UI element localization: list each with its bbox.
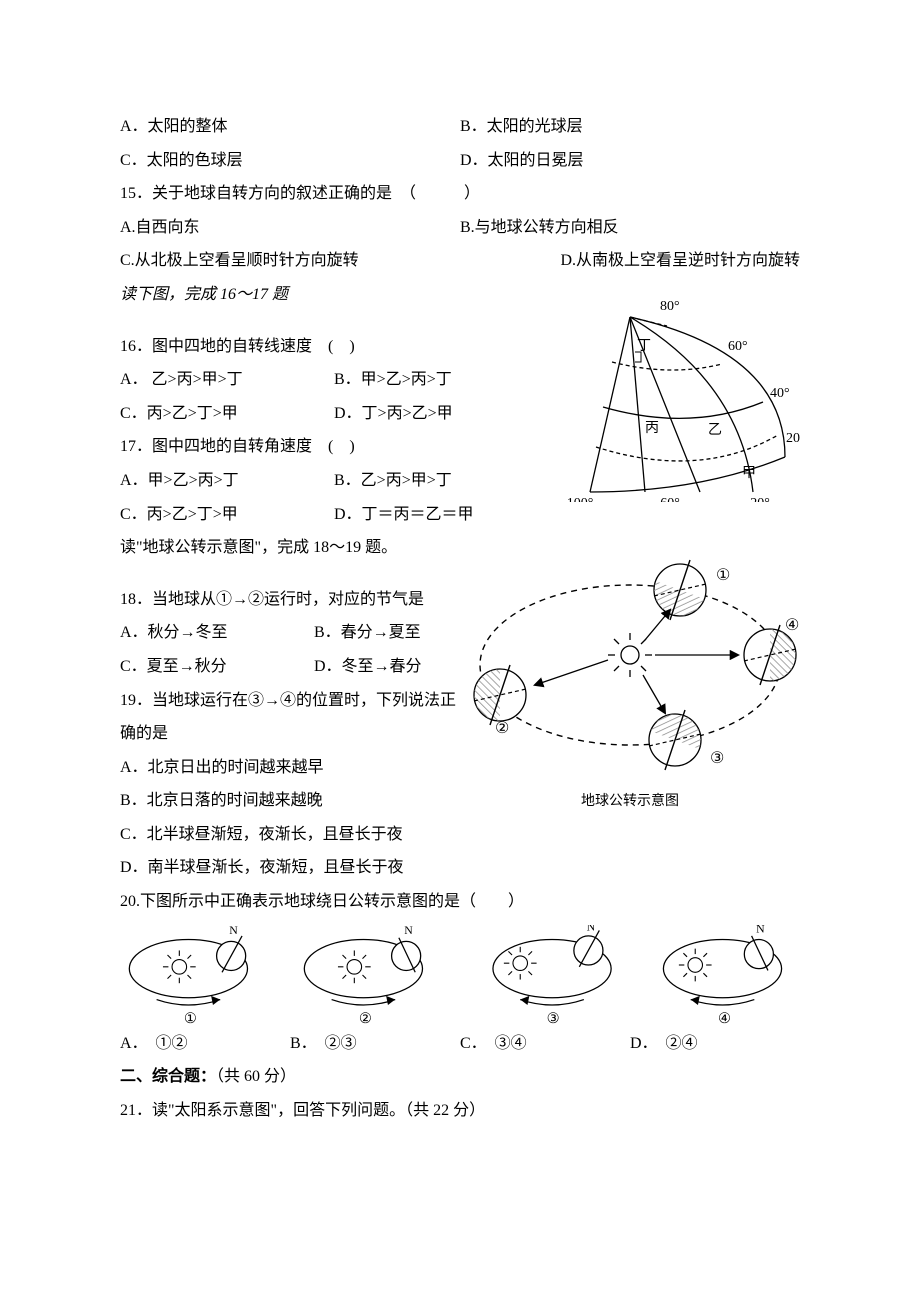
svg-text:甲: 甲 [742, 466, 756, 481]
section-2-head: 二、综合题：（共 60 分） [120, 1060, 800, 1094]
q20-stem: 20.下图所示中正确表示地球绕日公转示意图的是（ ） [120, 885, 800, 919]
svg-text:②: ② [359, 1011, 372, 1025]
q17-opt-a: A．甲>乙>丙>丁 [120, 464, 330, 498]
q20-opt-c: C． ③④ [460, 1027, 630, 1061]
q17-opt-c: C．丙>乙>丁>甲 [120, 498, 330, 532]
section-2-pts: （共 60 分） [216, 1068, 296, 1085]
q18-opt-c: C．夏至→秋分 [120, 650, 310, 684]
svg-text:60°: 60° [660, 496, 680, 502]
svg-text:100°: 100° [567, 496, 594, 502]
svg-text:20°: 20° [786, 431, 800, 446]
q14-opt-b: B．太阳的光球层 [460, 110, 800, 144]
q15-row1: A.自西向东 B.与地球公转方向相反 [120, 211, 800, 245]
q20-d3: N ③ [470, 925, 625, 1025]
q19-opt-c: C．北半球昼渐短，夜渐长，且昼长于夜 [120, 818, 800, 852]
q15-row2: C.从北极上空看呈顺时针方向旋转 D.从南极上空看呈逆时针方向旋转 [120, 244, 800, 278]
svg-text:N: N [587, 925, 596, 933]
q16-opt-a: A． 乙>丙>甲>丁 [120, 363, 330, 397]
svg-text:N: N [229, 925, 238, 937]
svg-text:80°: 80° [660, 299, 680, 314]
q20-d4: N ④ [645, 925, 800, 1025]
q14-opt-a: A．太阳的整体 [120, 110, 460, 144]
q20-d2: N ② [295, 925, 450, 1025]
q17-opt-b: B．乙>丙>甲>丁 [334, 472, 452, 489]
q15-opt-d: D.从南极上空看呈逆时针方向旋转 [460, 244, 800, 278]
q16-opt-c: C．丙>乙>丁>甲 [120, 397, 330, 431]
q20-d1: N ① [120, 925, 275, 1025]
q17-opt-d: D．丁＝丙＝乙＝甲 [334, 506, 474, 523]
q15-stem: 15．关于地球自转方向的叙述正确的是 （ ） [120, 177, 800, 211]
q16-opt-b: B．甲>乙>丙>丁 [334, 371, 452, 388]
orbit-svg: ① ② ③ ④ [460, 555, 800, 775]
svg-text:②: ② [495, 720, 509, 737]
svg-text:④: ④ [785, 617, 799, 634]
q14-opt-d: D．太阳的日冕层 [460, 144, 800, 178]
q20-opt-b: B． ②③ [290, 1027, 460, 1061]
q20-diagrams: N ① N ② N ③ [120, 925, 800, 1025]
svg-text:40°: 40° [770, 386, 790, 401]
q14-opt-c: C．太阳的色球层 [120, 144, 460, 178]
orbit-caption: 地球公转示意图 [460, 787, 800, 816]
svg-text:N: N [404, 925, 413, 937]
q18-opt-d: D．冬至→春分 [314, 658, 422, 675]
svg-text:丙: 丙 [645, 421, 659, 436]
q18-opt-a: A．秋分→冬至 [120, 616, 310, 650]
svg-text:①: ① [716, 567, 730, 584]
q14-row2: C．太阳的色球层 D．太阳的日冕层 [120, 144, 800, 178]
q15-opt-c: C.从北极上空看呈顺时针方向旋转 [120, 244, 460, 278]
globe-svg: 80° 60° 40° 20° 100° 60° 20° 丁 丙 乙 甲 [550, 292, 800, 502]
q20-opt-a: A． ①② [120, 1027, 290, 1061]
svg-text:乙: 乙 [708, 422, 722, 438]
q15-opt-b: B.与地球公转方向相反 [460, 211, 800, 245]
q20-opt-d: D． ②④ [630, 1027, 800, 1061]
q14-row1: A．太阳的整体 B．太阳的光球层 [120, 110, 800, 144]
q15-opt-a: A.自西向东 [120, 211, 460, 245]
svg-text:③: ③ [710, 750, 724, 767]
svg-text:N: N [756, 925, 765, 935]
svg-text:④: ④ [718, 1011, 731, 1025]
orbit-figure: ① ② ③ ④ 地球公转示意图 [460, 555, 800, 817]
globe-figure: 80° 60° 40° 20° 100° 60° 20° 丁 丙 乙 甲 [550, 292, 800, 515]
svg-text:①: ① [184, 1011, 197, 1025]
q19-opt-d: D．南半球昼渐长，夜渐短，且昼长于夜 [120, 851, 800, 885]
q21-stem: 21．读"太阳系示意图"，回答下列问题。（共 22 分） [120, 1094, 800, 1128]
q16-opt-d: D．丁>丙>乙>甲 [334, 405, 453, 422]
svg-text:20°: 20° [750, 496, 770, 502]
svg-text:60°: 60° [728, 339, 748, 354]
q20-opts: A． ①② B． ②③ C． ③④ D． ②④ [120, 1027, 800, 1061]
section-2-title: 二、综合题： [120, 1068, 216, 1085]
q18-opt-b: B．春分→夏至 [314, 624, 421, 641]
svg-text:③: ③ [547, 1011, 560, 1025]
